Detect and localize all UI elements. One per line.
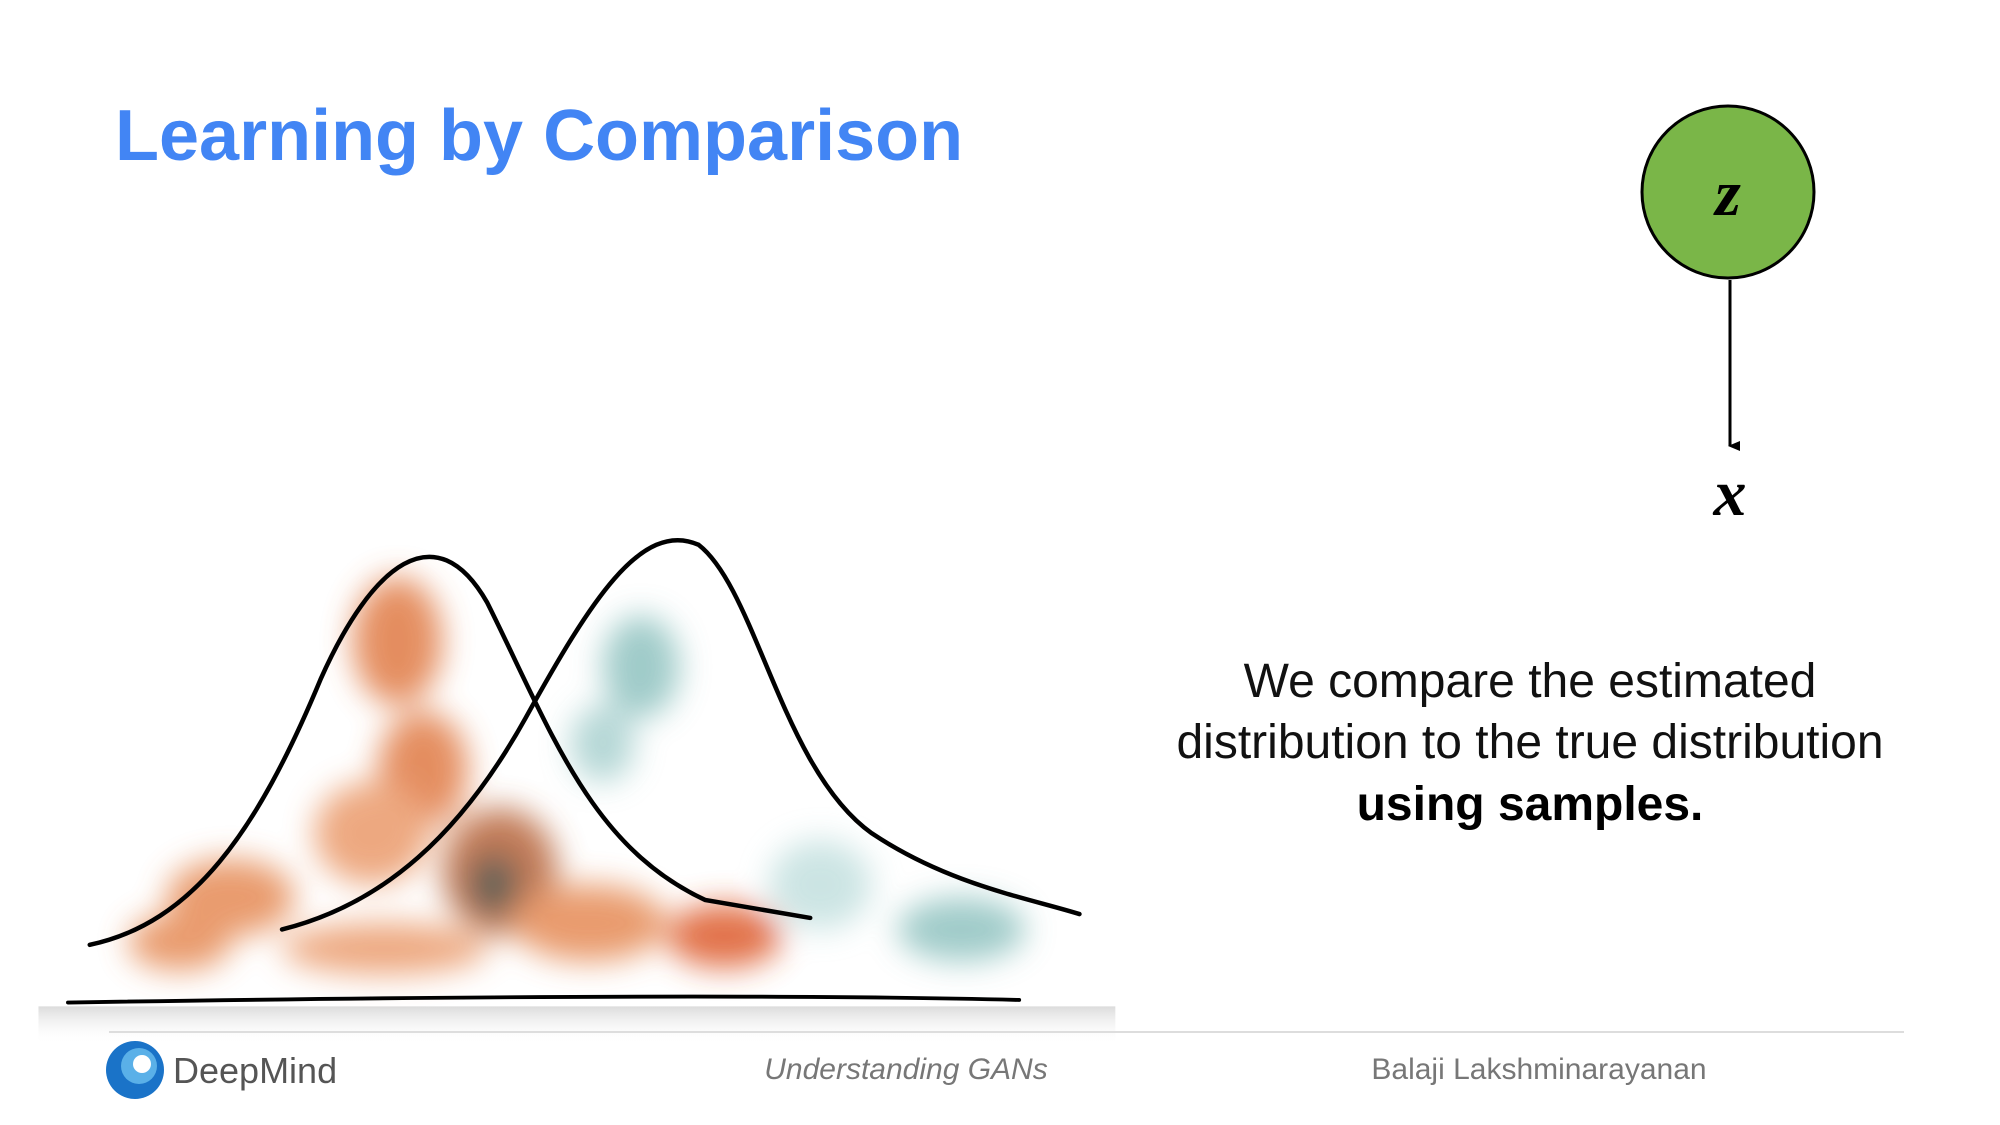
description-line: distribution to the true distribution	[1176, 716, 1883, 769]
node-label: z	[1713, 157, 1741, 230]
footer-logo: DeepMind	[173, 1050, 337, 1091]
slide-title: Learning by Comparison	[115, 96, 963, 176]
logo-icon	[106, 1041, 164, 1099]
description-emphasis: using samples.	[1357, 778, 1704, 831]
description-line: We compare the estimated	[1244, 655, 1817, 708]
footer-talk: Understanding GANs	[764, 1053, 1047, 1086]
latent-node	[1640, 104, 1816, 280]
node-label: x	[1713, 457, 1747, 530]
footer-author: Balaji Lakshminarayanan	[1371, 1053, 1706, 1086]
distribution-illustration	[38, 537, 1116, 1045]
